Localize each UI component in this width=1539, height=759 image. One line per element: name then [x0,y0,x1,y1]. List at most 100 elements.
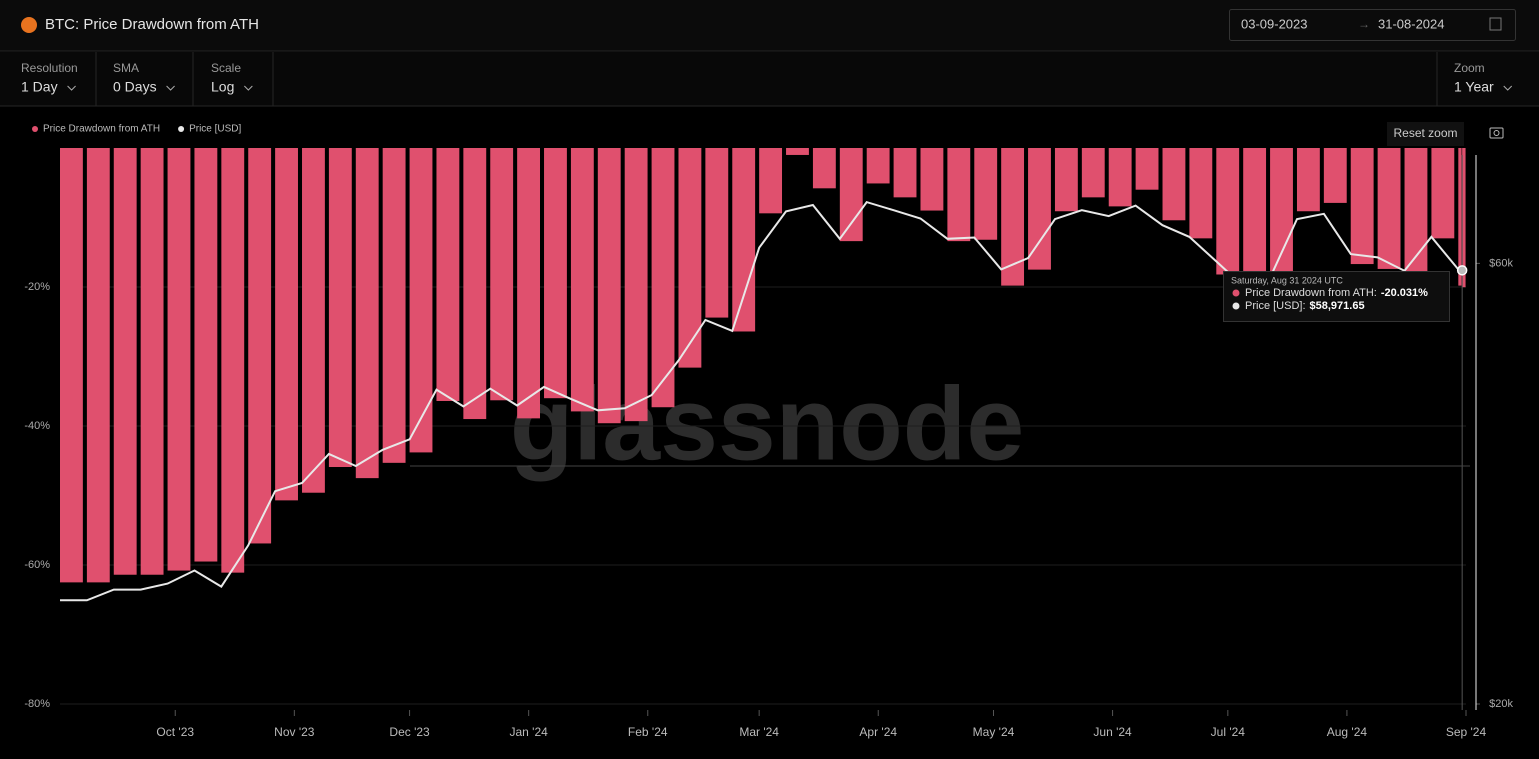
y-tick-label: -80% [24,698,50,710]
bar [624,148,648,422]
date-from[interactable]: 03-09-2023 [1241,16,1308,31]
bar [1431,148,1455,239]
bar [866,148,890,184]
date-range[interactable] [1229,9,1516,41]
bar [248,148,272,544]
bar [812,148,836,189]
bar [1270,148,1293,297]
watermark: glassnode [510,366,1024,482]
bar [1028,148,1051,270]
bar [355,148,379,479]
bar [275,148,298,501]
x-tick-label: Jun '24 [1093,725,1132,739]
legend-swatch [32,126,38,132]
y-tick-label: -60% [24,559,50,571]
control-label: Zoom [1454,61,1485,75]
x-tick-label: Mar '24 [739,725,779,739]
bar [167,148,191,571]
bar [328,148,352,468]
bar [302,148,325,493]
legend-label[interactable]: Price Drawdown from ATH [43,124,160,135]
bar [1323,148,1347,203]
hover-point [1456,265,1468,276]
x-tick-label: Feb '24 [628,725,668,739]
bar [1296,148,1320,212]
x-tick-label: Sep '24 [1446,725,1487,739]
control-value[interactable]: Log [211,79,234,95]
tooltip-value: $58,971.65 [1310,300,1365,312]
tooltip-value: -20.031% [1381,287,1428,299]
chevron [67,85,76,91]
bar [1404,148,1428,288]
bar [113,148,137,575]
tooltip-title: Saturday, Aug 31 2024 UTC [1231,275,1343,285]
bar [1108,148,1132,207]
x-tick-label: Jan '24 [510,725,549,739]
bar [1216,148,1240,275]
bar [732,148,756,332]
bar [544,148,567,399]
bar [839,148,863,242]
bar [436,148,460,401]
bar [60,148,83,583]
bar [1054,148,1078,212]
x-tick-label: Apr '24 [859,725,897,739]
btc-icon [21,17,37,33]
bar [517,148,540,419]
tooltip-label: Price [USD]: [1245,300,1306,312]
bar [920,148,944,211]
camera-icon[interactable] [1489,127,1504,139]
bar [597,148,621,424]
bar [1458,148,1462,286]
chevron [244,85,253,91]
y-tick-label: -20% [24,281,50,293]
control-label: Resolution [21,61,78,75]
x-tick-label: Jul '24 [1211,725,1246,739]
bar [651,148,675,408]
chevron [1503,85,1513,91]
bar [1462,148,1466,288]
bar [1243,148,1267,309]
x-tick-label: Nov '23 [274,725,315,739]
y2-tick-label: $60k [1489,257,1513,269]
control-label: Scale [211,61,241,75]
reset-zoom-button[interactable] [1387,122,1464,146]
legend-label[interactable]: Price [USD] [189,124,241,135]
arrow: → [1358,17,1370,31]
bar [893,148,917,198]
bar [759,148,783,214]
bar [1162,148,1186,221]
tooltip-box [1223,271,1450,322]
bar [678,148,702,368]
bar [1135,148,1159,190]
reset-zoom[interactable]: Reset zoom [1393,126,1457,140]
bar [140,148,164,575]
tooltip-swatch [1232,289,1240,297]
x-tick-label: Aug '24 [1327,725,1368,739]
bar [1189,148,1213,239]
control-value[interactable]: 0 Days [113,79,157,95]
bar [382,148,406,463]
bar [409,148,433,453]
chart-title: BTC: Price Drawdown from ATH [45,16,259,33]
tooltip-label: Price Drawdown from ATH: [1245,287,1377,299]
bar [221,148,245,573]
y2-tick-label: $20k [1489,698,1513,710]
bar [570,148,594,412]
camera-lens [1493,130,1500,136]
bar [705,148,729,318]
bar [86,148,110,583]
control-value[interactable]: 1 Year [1454,79,1494,95]
x-tick-label: May '24 [973,725,1015,739]
bar [786,148,809,155]
date-to[interactable]: 31-08-2024 [1378,16,1445,31]
bar [463,148,487,420]
chevron [166,85,175,91]
control-value[interactable]: 1 Day [21,79,58,95]
y-tick-label: -40% [24,420,50,432]
calendar-icon[interactable] [1489,17,1502,31]
bar [1377,148,1401,269]
bar [974,148,998,240]
